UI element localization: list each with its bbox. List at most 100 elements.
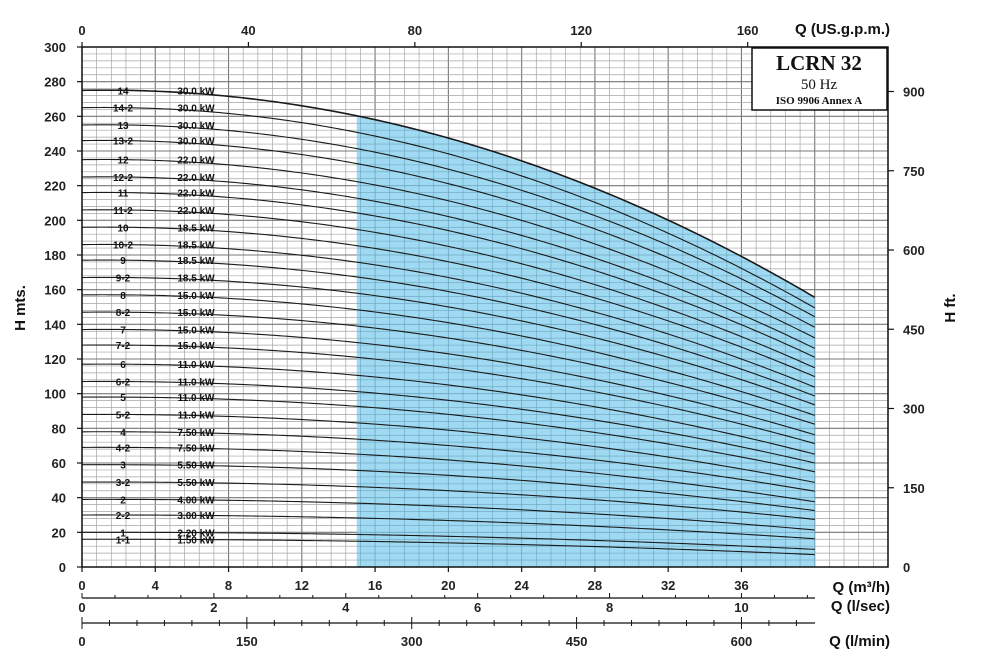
x-m3h-tick-label: 32 [661, 578, 675, 593]
curve-power-9: 18.5 kW [177, 256, 215, 267]
curve-label-13: 13 [117, 121, 129, 132]
y-right-tick-label: 150 [903, 481, 925, 496]
curve-label-11-2: 11-2 [113, 206, 133, 217]
curve-power-1-1: 1.50 kW [177, 535, 215, 546]
curve-power-6: 11.0 kW [178, 360, 215, 371]
curve-label-12: 12 [117, 156, 129, 167]
curve-power-10: 18.5 kW [177, 223, 215, 234]
x-top-axis-title: Q (US.g.p.m.) [795, 21, 890, 38]
curves [82, 89, 816, 556]
y-left-tick-label: 120 [44, 352, 66, 367]
curve-power-4: 7.50 kW [177, 428, 215, 439]
x-lmin-axis-title: Q (l/min) [829, 633, 890, 650]
curve-label-12-2: 12-2 [113, 173, 133, 184]
x-m3h-axis-title: Q (m³/h) [833, 579, 891, 596]
y-left-tick-label: 0 [59, 560, 66, 575]
x-lmin-tick-label: 150 [236, 634, 258, 649]
curve-label-3: 3 [120, 461, 126, 472]
curve-7-2 [82, 344, 815, 445]
x-lmin-tick-label: 600 [731, 634, 753, 649]
curve-power-10-2: 18.5 kW [177, 241, 215, 252]
curve-power-14: 30.0 kW [177, 86, 215, 97]
curve-13-2 [82, 139, 815, 328]
x-lmin-tick-label: 0 [78, 634, 85, 649]
curve-11 [82, 191, 815, 358]
curve-label-7: 7 [120, 326, 126, 337]
curve-power-9-2: 18.5 kW [177, 274, 215, 285]
curve-4 [82, 431, 815, 492]
x-lsec-tick-label: 4 [342, 600, 350, 615]
x-m3h-tick-label: 28 [588, 578, 602, 593]
y-right-tick-label: 600 [903, 243, 925, 258]
x-m3h-tick-label: 4 [152, 578, 160, 593]
y-left-tick-label: 260 [44, 109, 66, 124]
y-right-axis-title: H ft. [942, 293, 959, 322]
x-lsec-tick-label: 8 [606, 600, 613, 615]
curve-label-4-2: 4-2 [116, 443, 131, 454]
curve-power-11: 22.0 kW [177, 189, 215, 200]
curve-2-2 [82, 514, 815, 540]
curve-label-4: 4 [120, 428, 126, 439]
curve-9-2 [82, 276, 815, 406]
curve-power-7: 15.0 kW [177, 326, 215, 337]
x-gpm-tick-label: 0 [78, 23, 85, 38]
x-m3h-tick-label: 36 [734, 578, 748, 593]
curve-label-10-2: 10-2 [113, 241, 133, 252]
curve-label-8: 8 [120, 291, 126, 302]
y-left-tick-label: 100 [44, 387, 66, 402]
curve-10-2 [82, 243, 815, 388]
x-m3h-tick-label: 20 [441, 578, 455, 593]
curve-8 [82, 294, 815, 416]
curve-power-2: 4.00 kW [177, 495, 215, 506]
curve-14-2 [82, 106, 816, 309]
curve-label-1-1: 1-1 [116, 535, 131, 546]
x-gpm-tick-label: 160 [737, 23, 759, 38]
x-m3h-tick-label: 24 [514, 578, 529, 593]
curve-6 [82, 363, 815, 455]
curve-4-2 [82, 446, 815, 503]
curve-label-11: 11 [118, 189, 129, 200]
x-lsec-tick-label: 2 [210, 600, 217, 615]
curve-power-3-2: 5.50 kW [177, 478, 215, 489]
curve-power-12-2: 22.0 kW [177, 173, 215, 184]
y-left-tick-label: 200 [44, 213, 66, 228]
curve-power-11-2: 22.0 kW [177, 206, 215, 217]
curve-label-14-2: 14-2 [113, 104, 133, 115]
curve-label-2-2: 2-2 [116, 511, 131, 522]
chart-subtitle: 50 Hz [801, 77, 838, 93]
curve-power-12: 22.0 kW [177, 156, 215, 167]
y-right-tick-label: 750 [903, 164, 925, 179]
chart-title: LCRN 32 [776, 51, 862, 75]
x-lsec-tick-label: 0 [78, 600, 85, 615]
y-left-tick-label: 180 [44, 248, 66, 263]
x-gpm-tick-label: 120 [570, 23, 592, 38]
curve-label-13-2: 13-2 [113, 137, 133, 148]
curve-label-5: 5 [120, 393, 126, 404]
x-m3h-tick-label: 12 [295, 578, 309, 593]
curve-label-6: 6 [120, 360, 126, 371]
curve-power-13-2: 30.0 kW [177, 137, 215, 148]
curve-5 [82, 396, 815, 473]
curve-label-10: 10 [117, 223, 129, 234]
x-gpm-tick-label: 80 [408, 23, 422, 38]
curve-power-3: 5.50 kW [177, 461, 215, 472]
curve-14 [82, 89, 816, 299]
curve-power-13: 30.0 kW [177, 121, 215, 132]
curve-2 [82, 498, 815, 531]
curve-label-9: 9 [120, 256, 126, 267]
curve-13 [82, 124, 815, 318]
curve-3 [82, 464, 815, 512]
x-lmin-tick-label: 300 [401, 634, 423, 649]
curve-6-2 [82, 380, 815, 464]
x-gpm-tick-label: 40 [241, 23, 255, 38]
curve-11-2 [82, 209, 815, 369]
y-right-tick-label: 0 [903, 560, 910, 575]
y-left-tick-label: 80 [52, 421, 66, 436]
plot-frame [81, 46, 889, 568]
curve-power-1: 2.20 kW [177, 528, 215, 539]
curve-label-7-2: 7-2 [116, 341, 131, 352]
operating-range-highlight [356, 115, 815, 567]
